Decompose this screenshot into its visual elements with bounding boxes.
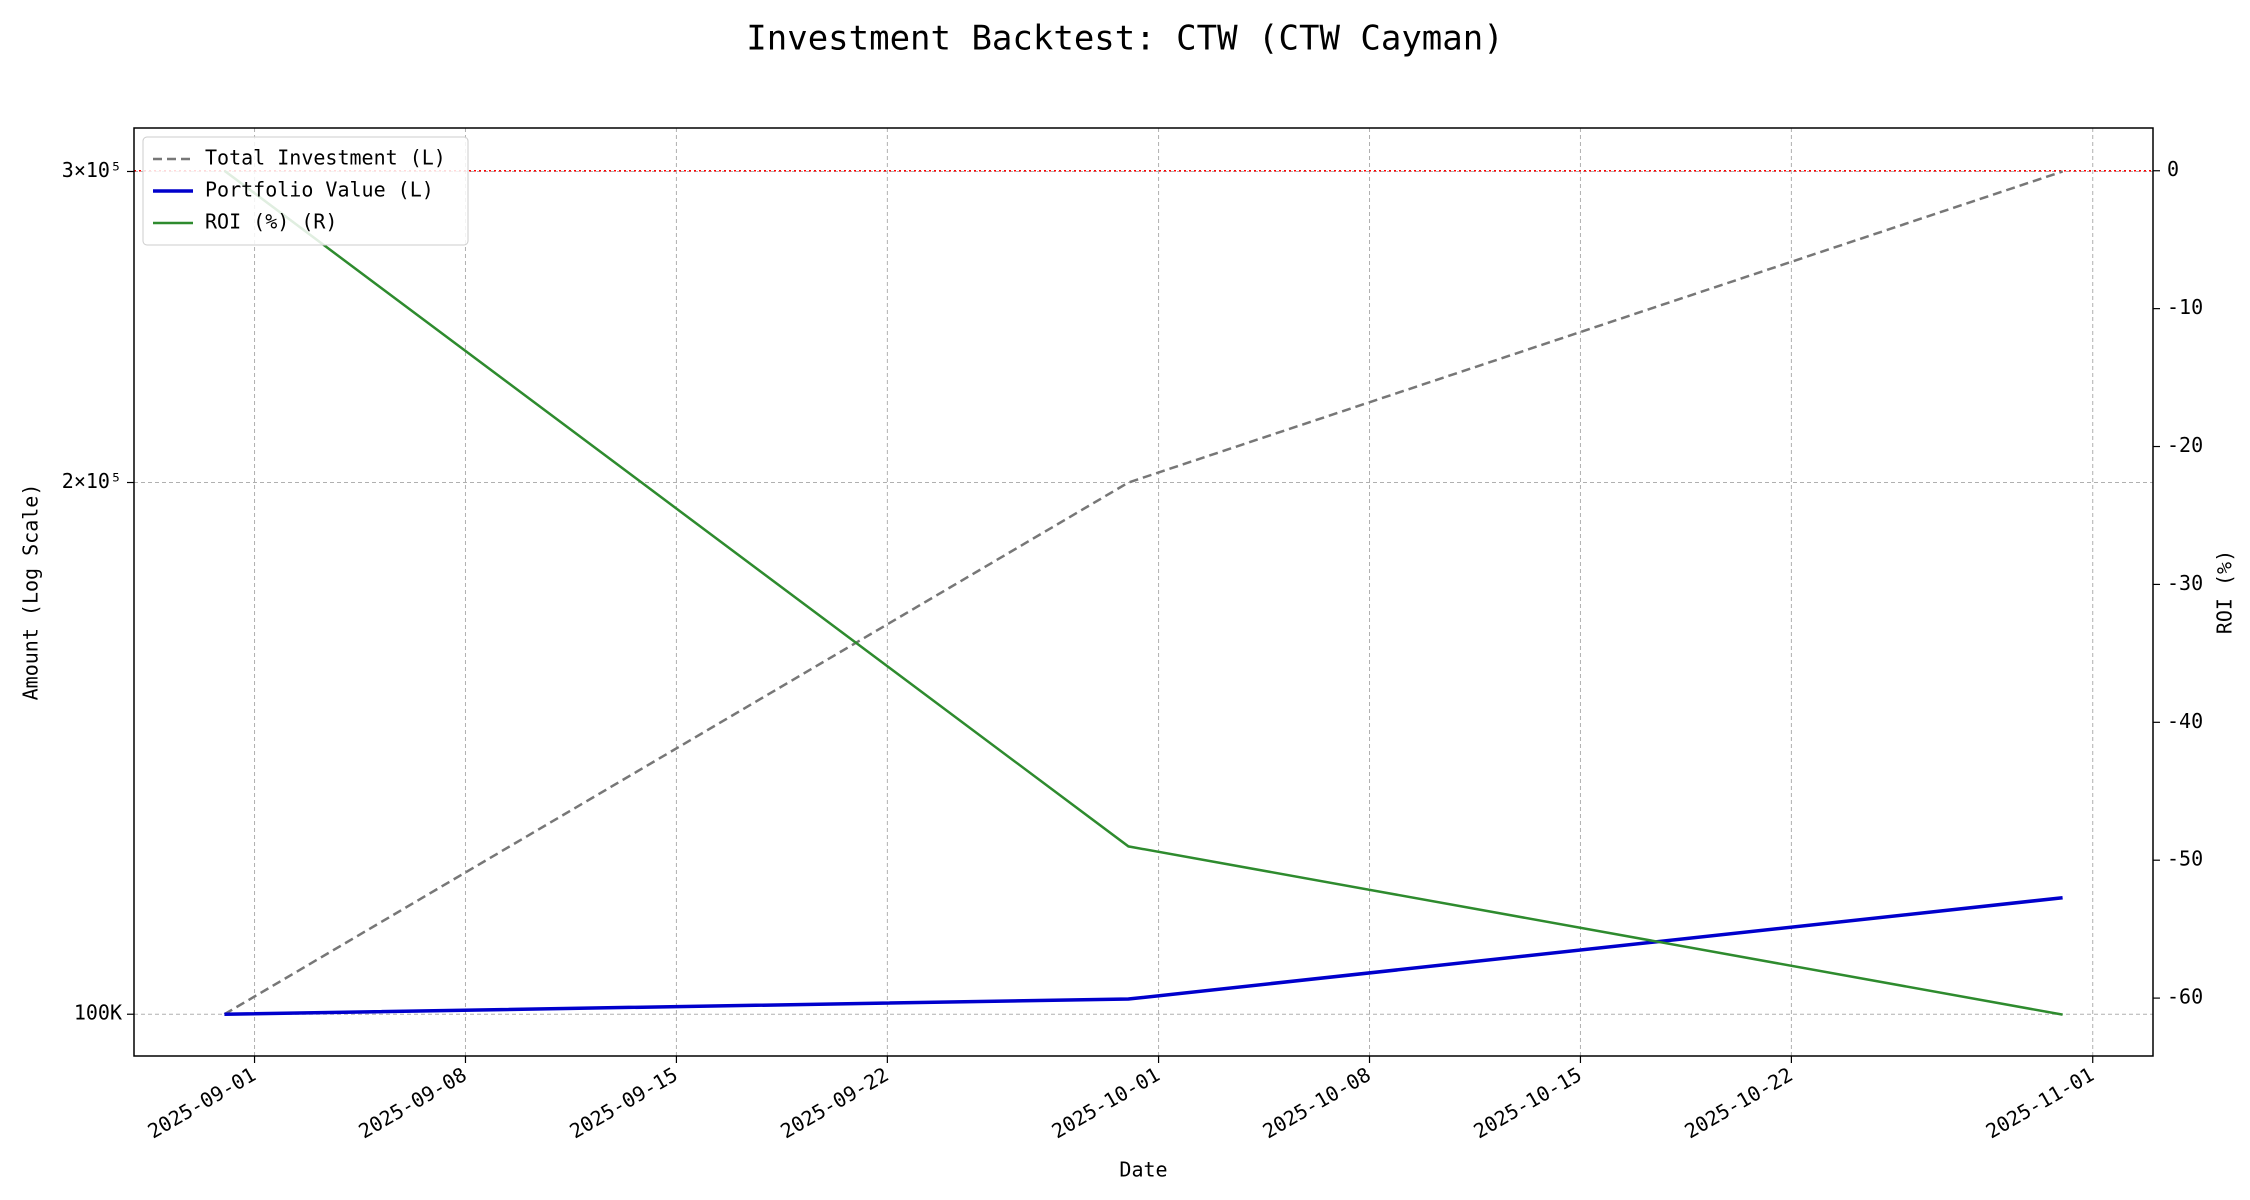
chart-title: Investment Backtest: CTW (CTW Cayman)	[746, 19, 1503, 59]
x-tick-label: 2025-09-15	[565, 1062, 681, 1143]
x-tick-label: 2025-10-01	[1048, 1062, 1164, 1143]
x-tick-label: 2025-10-22	[1680, 1062, 1796, 1143]
plot-frame	[133, 127, 2154, 1057]
y2-tick-label: -40	[2167, 709, 2203, 733]
legend: Total Investment (L) Portfolio Value (L) R…	[142, 136, 469, 246]
x-tick-label: 2025-09-22	[776, 1062, 892, 1143]
y2-tick-label: -30	[2167, 571, 2203, 595]
x-tick-label: 2025-11-01	[1982, 1062, 2098, 1143]
y-tick-label: 2×10⁵	[62, 469, 122, 493]
legend-label: ROI (%) (R)	[205, 210, 337, 234]
y2-axis-label: ROI (%)	[2213, 550, 2237, 634]
y2-tick-label: 0	[2167, 157, 2179, 181]
y-axis-label: Amount (Log Scale)	[19, 484, 43, 701]
series-line	[223, 170, 2063, 1016]
y2-tick-label: -50	[2167, 847, 2203, 871]
legend-box	[142, 136, 469, 246]
y2-tick-label: -20	[2167, 433, 2203, 457]
x-axis-label: Date	[1119, 1158, 1167, 1182]
x-tick-label: 2025-09-08	[354, 1062, 470, 1143]
y2-tick-label: -60	[2167, 985, 2203, 1009]
series-line	[224, 895, 2063, 1016]
legend-label: Portfolio Value (L)	[205, 178, 434, 202]
x-tick-label: 2025-10-15	[1469, 1062, 1585, 1143]
y-tick-label: 3×10⁵	[62, 158, 122, 182]
y2-tick-label: -10	[2167, 295, 2203, 319]
y-tick-label: 100K	[74, 1001, 122, 1025]
legend-label: Total Investment (L)	[205, 146, 446, 170]
x-tick-label: 2025-10-08	[1258, 1062, 1374, 1143]
series-line	[223, 169, 2063, 1016]
x-tick-label: 2025-09-01	[143, 1062, 259, 1143]
